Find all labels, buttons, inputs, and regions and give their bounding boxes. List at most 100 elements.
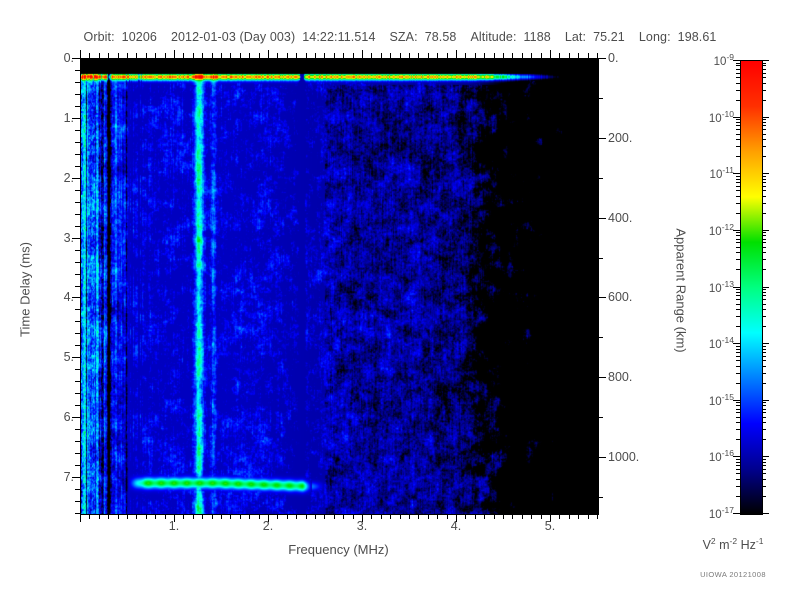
axis-tick xyxy=(240,53,241,58)
axis-tick xyxy=(736,326,740,327)
axis-tick xyxy=(762,352,766,353)
axis-tick xyxy=(75,321,80,322)
axis-tick xyxy=(259,514,260,519)
axis-tick xyxy=(89,514,90,519)
orbit-value: 10206 xyxy=(121,30,157,44)
axis-tick xyxy=(522,53,523,58)
axis-tick xyxy=(390,514,391,519)
axis-tick xyxy=(736,405,740,406)
unit-hz-exponent: -1 xyxy=(755,536,764,546)
axis-tick xyxy=(736,186,740,187)
axis-tick xyxy=(75,333,80,334)
axis-tick xyxy=(736,182,740,183)
axis-tick xyxy=(418,514,419,519)
axis-tick xyxy=(736,252,740,253)
axis-tick xyxy=(578,514,579,519)
axis-tick xyxy=(75,106,80,107)
axis-tick xyxy=(484,53,485,58)
axis-tick xyxy=(75,345,80,346)
axis-tick xyxy=(75,250,80,251)
axis-tick xyxy=(762,383,766,384)
axis-tick xyxy=(736,146,740,147)
axis-tick xyxy=(733,513,740,514)
axis-tick xyxy=(736,289,740,290)
axis-tick xyxy=(762,360,766,361)
colorbar-tick-label: 10-14 xyxy=(709,335,734,351)
axis-tick xyxy=(762,190,766,191)
axis-tick xyxy=(736,304,740,305)
axis-tick xyxy=(736,373,740,374)
y-axis-left-labels: 0. 1. 2. 3. 4. 5. 6. 7. xyxy=(34,0,74,600)
axis-tick xyxy=(353,514,354,519)
colorbar-tick-mantissa: 10 xyxy=(708,282,722,295)
colorbar-labels: 10-9 10-10 10-11 10-12 10-13 10-14 10-15 10-16 1… xyxy=(676,0,734,600)
axis-tick xyxy=(762,232,766,233)
axis-tick xyxy=(99,514,100,519)
axis-tick xyxy=(588,514,589,519)
axis-tick xyxy=(390,53,391,58)
spectrogram-plot-area xyxy=(80,58,599,515)
axis-tick xyxy=(736,156,740,157)
axis-tick xyxy=(736,309,740,310)
axis-tick xyxy=(736,469,740,470)
unit-m: m xyxy=(715,538,730,553)
axis-tick xyxy=(324,514,325,519)
altitude-label: Altitude: xyxy=(470,30,517,44)
observation-date: 2012-01-03 (Day 003) xyxy=(170,30,296,44)
axis-tick xyxy=(75,405,80,406)
axis-tick xyxy=(118,514,119,519)
axis-tick xyxy=(484,514,485,519)
sza-label: SZA: xyxy=(389,30,418,44)
axis-tick xyxy=(762,129,766,130)
axis-tick xyxy=(762,422,766,423)
axis-tick xyxy=(72,118,80,119)
unit-hz: Hz xyxy=(737,538,756,553)
axis-tick xyxy=(75,429,80,430)
colorbar-tick-exponent: -17 xyxy=(721,505,734,516)
axis-tick xyxy=(343,514,344,519)
axis-tick xyxy=(588,53,589,58)
axis-tick xyxy=(465,53,466,58)
axis-tick xyxy=(437,514,438,519)
axis-tick xyxy=(353,53,354,58)
axis-tick xyxy=(762,465,766,466)
axis-tick xyxy=(762,269,766,270)
axis-tick xyxy=(736,134,740,135)
colorbar-unit-label: V2 m-2 Hz-1 xyxy=(666,536,800,552)
axis-tick xyxy=(75,441,80,442)
axis-tick xyxy=(522,514,523,519)
axis-tick xyxy=(75,190,80,191)
axis-tick xyxy=(249,53,250,58)
axis-tick xyxy=(598,138,606,139)
axis-tick xyxy=(578,53,579,58)
axis-tick xyxy=(736,83,740,84)
axis-tick xyxy=(155,514,156,519)
axis-tick xyxy=(381,514,382,519)
axis-tick xyxy=(736,429,740,430)
axis-tick xyxy=(598,297,606,298)
axis-tick xyxy=(736,73,740,74)
axis-tick xyxy=(762,456,769,457)
colorbar-tick-mantissa: 10 xyxy=(708,225,722,238)
axis-tick xyxy=(324,53,325,58)
axis-tick xyxy=(736,247,740,248)
axis-tick xyxy=(127,53,128,58)
axis-tick xyxy=(306,53,307,58)
axis-tick xyxy=(75,154,80,155)
axis-tick xyxy=(736,349,740,350)
axis-tick xyxy=(733,287,740,288)
axis-tick xyxy=(362,514,363,522)
axis-tick xyxy=(736,316,740,317)
axis-tick xyxy=(598,337,603,338)
axis-tick xyxy=(75,274,80,275)
axis-tick xyxy=(72,477,80,478)
axis-tick xyxy=(733,456,740,457)
axis-tick xyxy=(165,514,166,519)
axis-tick xyxy=(736,176,740,177)
axis-tick xyxy=(447,514,448,519)
axis-tick xyxy=(503,514,504,519)
x-axis-tick-label: 4. xyxy=(450,519,462,533)
axis-tick xyxy=(569,53,570,58)
axis-tick xyxy=(428,53,429,58)
axis-tick xyxy=(762,63,766,64)
